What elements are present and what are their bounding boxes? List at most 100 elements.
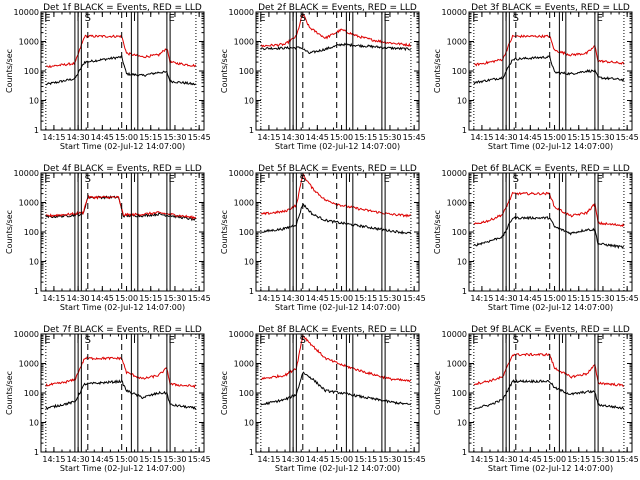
panel-title: Det 5f BLACK = Events, RED = LLD — [258, 164, 417, 174]
y-tick-label: 10000 — [229, 169, 254, 178]
interval-letter: E — [44, 335, 50, 346]
y-tick-label: 100 — [24, 389, 39, 398]
series-group — [260, 334, 412, 406]
x-axis-label: Start Time (02-Jul-12 14:07:00) — [60, 303, 185, 312]
interval-letter: E — [44, 174, 50, 185]
events-series-line — [45, 54, 197, 86]
interval-letter: E — [259, 13, 265, 24]
y-tick-label: 1000 — [19, 199, 39, 208]
y-tick-label: 10000 — [229, 330, 254, 339]
x-tick-label: 15:30 — [591, 294, 614, 303]
lld-series-line — [260, 12, 412, 48]
y-tick-label: 1 — [34, 126, 39, 135]
x-tick-label: 14:15 — [42, 455, 65, 464]
interval-letter: I — [348, 335, 351, 346]
series-group — [473, 352, 625, 411]
interval-letter: E — [383, 174, 389, 185]
y-tick-label: 1 — [249, 287, 254, 296]
y-tick-label: 10000 — [229, 8, 254, 17]
y-tick-label: 1 — [462, 126, 467, 135]
lld-series-line — [45, 194, 197, 220]
x-tick-label: 14:15 — [257, 294, 280, 303]
plot-frame — [255, 333, 420, 453]
y-tick-label: 10 — [244, 419, 254, 428]
events-series-line — [260, 371, 412, 406]
x-axis-label: Start Time (02-Jul-12 14:07:00) — [488, 464, 613, 473]
x-tick-label: 14:45 — [519, 294, 542, 303]
x-tick-label: 15:00 — [115, 294, 138, 303]
x-tick-label: 14:45 — [91, 294, 114, 303]
x-tick-label: 15:15 — [354, 133, 377, 142]
interval-letter: I — [77, 13, 80, 24]
y-tick-label: 10000 — [14, 330, 39, 339]
x-axis-label: Start Time (02-Jul-12 14:07:00) — [60, 464, 185, 473]
y-tick-label: 10 — [29, 97, 39, 106]
x-tick-label: 15:30 — [378, 455, 401, 464]
interval-letter: E — [383, 335, 389, 346]
interval-letter: S — [85, 13, 91, 24]
y-tick-label: 100 — [239, 389, 254, 398]
y-tick-label: 10 — [244, 97, 254, 106]
x-tick-label: 15:00 — [330, 294, 353, 303]
x-tick-label: 14:45 — [306, 294, 329, 303]
y-tick-label: 1 — [34, 287, 39, 296]
panel-title: Det 7f BLACK = Events, RED = LLD — [43, 325, 202, 335]
interval-letter: I — [292, 174, 295, 185]
y-tick-label: 10000 — [442, 169, 467, 178]
x-tick-label: 14:30 — [67, 133, 90, 142]
lld-series-line — [473, 34, 625, 67]
x-tick-label: 14:15 — [42, 294, 65, 303]
x-tick-label: 14:15 — [470, 133, 493, 142]
interval-letter: E — [596, 174, 602, 185]
y-tick-label: 1000 — [234, 360, 254, 369]
interval-letter: I — [348, 174, 351, 185]
x-tick-label: 15:30 — [378, 133, 401, 142]
plot-frame — [40, 172, 205, 292]
interval-letter: S — [85, 335, 91, 346]
x-tick-label: 15:15 — [139, 133, 162, 142]
x-tick-label: 14:45 — [519, 133, 542, 142]
interval-letter: I — [77, 335, 80, 346]
x-tick-label: 15:45 — [616, 455, 639, 464]
x-tick-label: 15:45 — [403, 455, 426, 464]
x-tick-label: 15:00 — [330, 455, 353, 464]
x-tick-label: 15:00 — [543, 294, 566, 303]
x-tick-label: 15:45 — [188, 294, 211, 303]
x-tick-label: 15:00 — [115, 133, 138, 142]
y-axis-label: Counts/sec — [433, 210, 442, 254]
panel-title: Det 6f BLACK = Events, RED = LLD — [471, 164, 630, 174]
x-tick-label: 14:30 — [67, 455, 90, 464]
plot-frame — [255, 11, 420, 131]
y-axis-label: Counts/sec — [220, 210, 229, 254]
y-axis-label: Counts/sec — [220, 371, 229, 415]
x-tick-label: 14:45 — [91, 455, 114, 464]
x-tick-label: 14:15 — [470, 455, 493, 464]
x-axis-label: Start Time (02-Jul-12 14:07:00) — [275, 464, 400, 473]
x-axis-label: Start Time (02-Jul-12 14:07:00) — [275, 303, 400, 312]
y-axis-label: Counts/sec — [433, 49, 442, 93]
x-axis-label: Start Time (02-Jul-12 14:07:00) — [60, 142, 185, 151]
y-tick-label: 100 — [452, 67, 467, 76]
plot-frame — [40, 333, 205, 453]
events-series-line — [45, 379, 197, 411]
x-tick-label: 15:15 — [354, 455, 377, 464]
y-tick-label: 1 — [462, 287, 467, 296]
events-series-line — [45, 195, 197, 222]
interval-letter: I — [292, 335, 295, 346]
x-tick-label: 15:15 — [354, 294, 377, 303]
interval-letter: I — [505, 13, 508, 24]
events-series-line — [260, 203, 412, 235]
y-tick-label: 1 — [249, 126, 254, 135]
interval-letter: E — [472, 13, 478, 24]
x-tick-label: 15:00 — [115, 455, 138, 464]
x-tick-label: 15:30 — [378, 294, 401, 303]
interval-letter: E — [168, 174, 174, 185]
plot-frame — [468, 172, 633, 292]
x-tick-label: 14:30 — [495, 294, 518, 303]
y-tick-label: 1000 — [447, 360, 467, 369]
interval-letter: I — [561, 174, 564, 185]
x-tick-label: 15:30 — [163, 133, 186, 142]
